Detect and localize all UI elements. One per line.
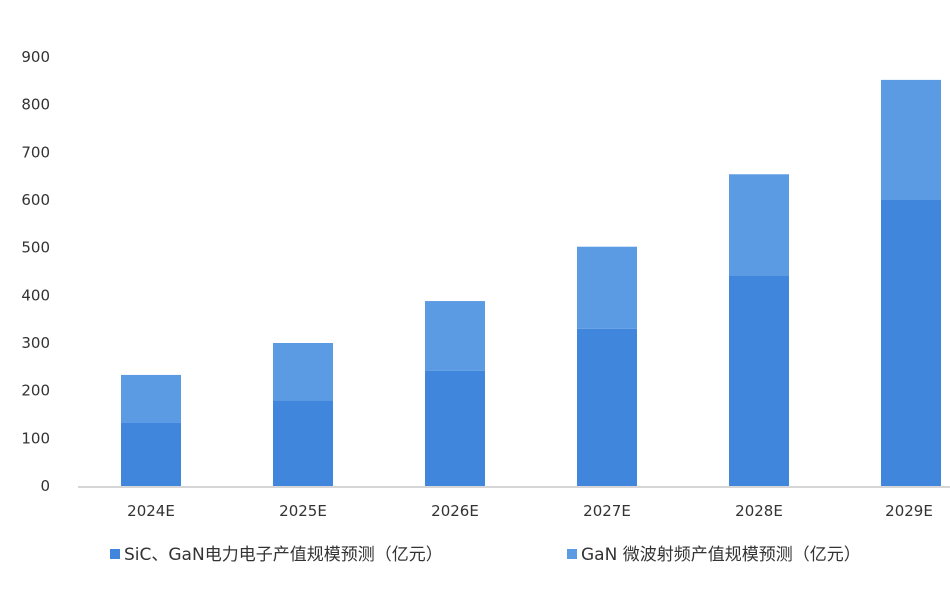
- y-tick-label: 300: [21, 334, 50, 352]
- y-tick-label: 800: [21, 96, 50, 114]
- bar-rf-2026E: [425, 301, 485, 371]
- y-axis: 0 100 200 300 400 500 600 700 800 900: [21, 48, 50, 495]
- bars: [121, 79, 941, 486]
- bar-power-electronics-2026E: [425, 370, 485, 486]
- bar-rf-2028E: [729, 174, 789, 276]
- legend-swatch: [110, 549, 120, 559]
- y-tick-label: 0: [40, 477, 50, 495]
- x-tick-label: 2026E: [431, 502, 479, 520]
- x-tick-label: 2028E: [735, 502, 783, 520]
- bar-power-electronics-2029E: [881, 200, 941, 486]
- bar-power-electronics-2028E: [729, 275, 789, 486]
- y-tick-label: 600: [21, 191, 50, 209]
- y-tick-label: 900: [21, 48, 50, 66]
- y-tick-label: 400: [21, 286, 50, 304]
- bar-rf-2029E: [881, 79, 941, 200]
- bar-power-electronics-2025E: [273, 400, 333, 486]
- x-tick-label: 2025E: [279, 502, 327, 520]
- bar-power-electronics-2024E: [121, 422, 181, 486]
- x-axis: 2024E 2025E 2026E 2027E 2028E 2029E: [127, 502, 933, 520]
- bar-rf-2027E: [577, 246, 637, 329]
- y-tick-label: 700: [21, 143, 50, 161]
- legend: SiC、GaN电力电子产值规模预测（亿元） GaN 微波射频产值规模预测（亿元）: [110, 545, 861, 565]
- legend-swatch: [567, 549, 577, 559]
- bar-rf-2025E: [273, 343, 333, 401]
- y-tick-label: 200: [21, 382, 50, 400]
- x-tick-label: 2024E: [127, 502, 175, 520]
- y-tick-label: 100: [21, 429, 50, 447]
- legend-label: GaN 微波射频产值规模预测（亿元）: [581, 545, 861, 565]
- bar-rf-2024E: [121, 374, 181, 423]
- y-tick-label: 500: [21, 239, 50, 257]
- x-tick-label: 2029E: [885, 502, 933, 520]
- x-tick-label: 2027E: [583, 502, 631, 520]
- legend-label: SiC、GaN电力电子产值规模预测（亿元）: [124, 545, 443, 565]
- bar-power-electronics-2027E: [577, 328, 637, 486]
